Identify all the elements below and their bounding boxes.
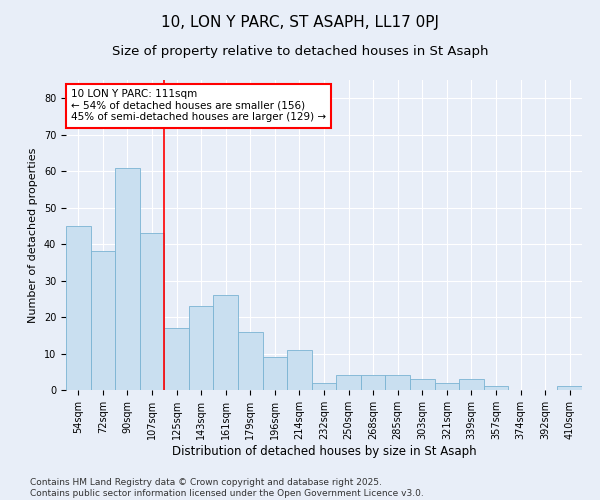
Bar bbox=[164, 328, 189, 390]
Bar bbox=[361, 376, 385, 390]
Bar bbox=[434, 382, 459, 390]
Bar bbox=[385, 376, 410, 390]
Bar bbox=[238, 332, 263, 390]
Bar bbox=[557, 386, 582, 390]
Bar bbox=[287, 350, 312, 390]
Y-axis label: Number of detached properties: Number of detached properties bbox=[28, 148, 38, 322]
Text: 10 LON Y PARC: 111sqm
← 54% of detached houses are smaller (156)
45% of semi-det: 10 LON Y PARC: 111sqm ← 54% of detached … bbox=[71, 90, 326, 122]
Bar bbox=[91, 252, 115, 390]
Bar bbox=[66, 226, 91, 390]
Bar bbox=[459, 379, 484, 390]
Text: Size of property relative to detached houses in St Asaph: Size of property relative to detached ho… bbox=[112, 45, 488, 58]
Bar bbox=[484, 386, 508, 390]
Bar bbox=[410, 379, 434, 390]
Text: Contains HM Land Registry data © Crown copyright and database right 2025.
Contai: Contains HM Land Registry data © Crown c… bbox=[30, 478, 424, 498]
Text: 10, LON Y PARC, ST ASAPH, LL17 0PJ: 10, LON Y PARC, ST ASAPH, LL17 0PJ bbox=[161, 15, 439, 30]
Bar bbox=[336, 376, 361, 390]
Bar bbox=[312, 382, 336, 390]
Bar bbox=[115, 168, 140, 390]
Bar bbox=[263, 357, 287, 390]
Bar bbox=[189, 306, 214, 390]
Bar bbox=[140, 233, 164, 390]
Bar bbox=[214, 295, 238, 390]
X-axis label: Distribution of detached houses by size in St Asaph: Distribution of detached houses by size … bbox=[172, 444, 476, 458]
